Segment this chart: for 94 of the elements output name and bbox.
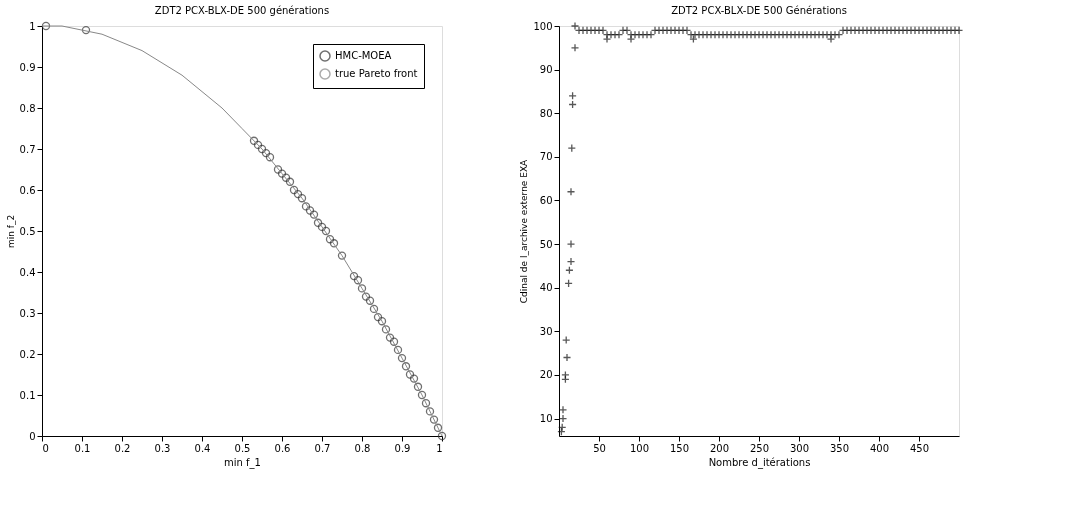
x-tick-label: 0.4	[194, 442, 211, 454]
point	[429, 415, 439, 424]
point	[277, 169, 287, 178]
y-tick-label: 40	[539, 282, 553, 294]
x-tick-label: 200	[709, 442, 730, 454]
point	[409, 374, 419, 383]
y-tick-label: 80	[539, 107, 553, 119]
point	[369, 304, 379, 314]
point	[301, 202, 311, 211]
x-tick-label: 250	[749, 442, 770, 454]
point	[313, 218, 323, 227]
point	[433, 423, 443, 432]
y-tick-label: 60	[539, 194, 553, 206]
point	[337, 251, 347, 260]
x-tick-label: 0	[42, 442, 49, 454]
point	[385, 333, 395, 342]
point	[273, 165, 283, 174]
point	[285, 177, 295, 186]
point	[325, 235, 335, 244]
y-tick-label: 0.4	[19, 266, 36, 278]
y-tick-label: 0.9	[19, 61, 36, 73]
y-axis-title: min f_2	[5, 214, 16, 249]
y-axis-title: Cdinal de l_archive externe EXA	[519, 158, 530, 304]
x-tick-label: 0.6	[274, 442, 291, 454]
point	[41, 21, 51, 31]
y-tick-label: 0.7	[19, 143, 36, 155]
point	[393, 345, 403, 355]
x-tick-label: 150	[669, 442, 690, 454]
point	[365, 296, 375, 305]
x-tick-label: 0.3	[154, 442, 171, 454]
x-tick-label: 300	[789, 442, 810, 454]
point	[309, 210, 319, 219]
point	[389, 337, 399, 346]
y-tick-label: 70	[539, 151, 553, 163]
point	[425, 407, 435, 416]
y-tick-label: 0.5	[19, 225, 36, 237]
y-tick-label: 1	[29, 20, 36, 32]
point	[421, 399, 431, 408]
x-tick-label: 0.5	[234, 442, 251, 454]
x-tick-label: 1	[436, 442, 443, 454]
point	[293, 189, 303, 199]
y-tick-label: 0.6	[19, 184, 36, 196]
point	[361, 292, 371, 301]
point	[373, 312, 383, 322]
point	[413, 382, 423, 391]
point	[281, 173, 291, 182]
chart-title: ZDT2 PCX-BLX-DE 500 Générations	[671, 4, 847, 16]
x-axis-title: min f_1	[224, 456, 261, 469]
point	[321, 226, 331, 236]
x-tick-label: 450	[909, 442, 930, 454]
point	[305, 206, 315, 215]
x-axis-title: Nombre d_itérations	[708, 456, 811, 469]
point	[353, 276, 363, 285]
point	[253, 140, 263, 150]
x-tick-label: 400	[869, 442, 890, 454]
y-tick-label: 20	[539, 369, 553, 381]
y-tick-label: 100	[533, 20, 553, 32]
point	[317, 222, 327, 232]
point	[289, 185, 299, 195]
y-tick-label: 90	[539, 64, 553, 76]
point	[405, 370, 415, 379]
x-tick-label: 100	[629, 442, 650, 454]
x-tick-label: 350	[829, 442, 850, 454]
point	[81, 25, 91, 35]
x-tick-label: 50	[593, 442, 606, 454]
legend-label: HMC-MOEA	[335, 50, 392, 61]
point	[397, 353, 407, 363]
point	[357, 284, 367, 293]
x-tick-label: 0.8	[354, 442, 371, 454]
y-tick-label: 0.3	[19, 307, 36, 319]
point	[377, 317, 387, 326]
point	[349, 271, 359, 281]
point	[249, 136, 259, 145]
x-tick-label: 0.9	[394, 442, 411, 454]
y-tick-label: 0.2	[19, 348, 36, 360]
point	[297, 194, 307, 203]
point	[329, 239, 339, 248]
x-tick-label: 0.2	[114, 442, 131, 454]
y-tick-label: 10	[539, 413, 553, 425]
y-tick-label: 50	[539, 238, 553, 250]
legend-label: true Pareto front	[335, 68, 418, 79]
x-tick-label: 0.1	[74, 442, 91, 454]
y-tick-label: 0.8	[19, 102, 36, 114]
point	[257, 144, 267, 154]
point	[261, 148, 271, 158]
y-tick-label: 0.1	[19, 389, 36, 401]
x-tick-label: 0.7	[314, 442, 331, 454]
point	[401, 362, 411, 371]
y-tick-label: 30	[539, 325, 553, 337]
y-tick-label: 0	[29, 430, 36, 442]
point	[381, 325, 391, 334]
point	[417, 390, 427, 400]
point	[265, 153, 275, 162]
chart-title: ZDT2 PCX-BLX-DE 500 générations	[154, 4, 330, 16]
